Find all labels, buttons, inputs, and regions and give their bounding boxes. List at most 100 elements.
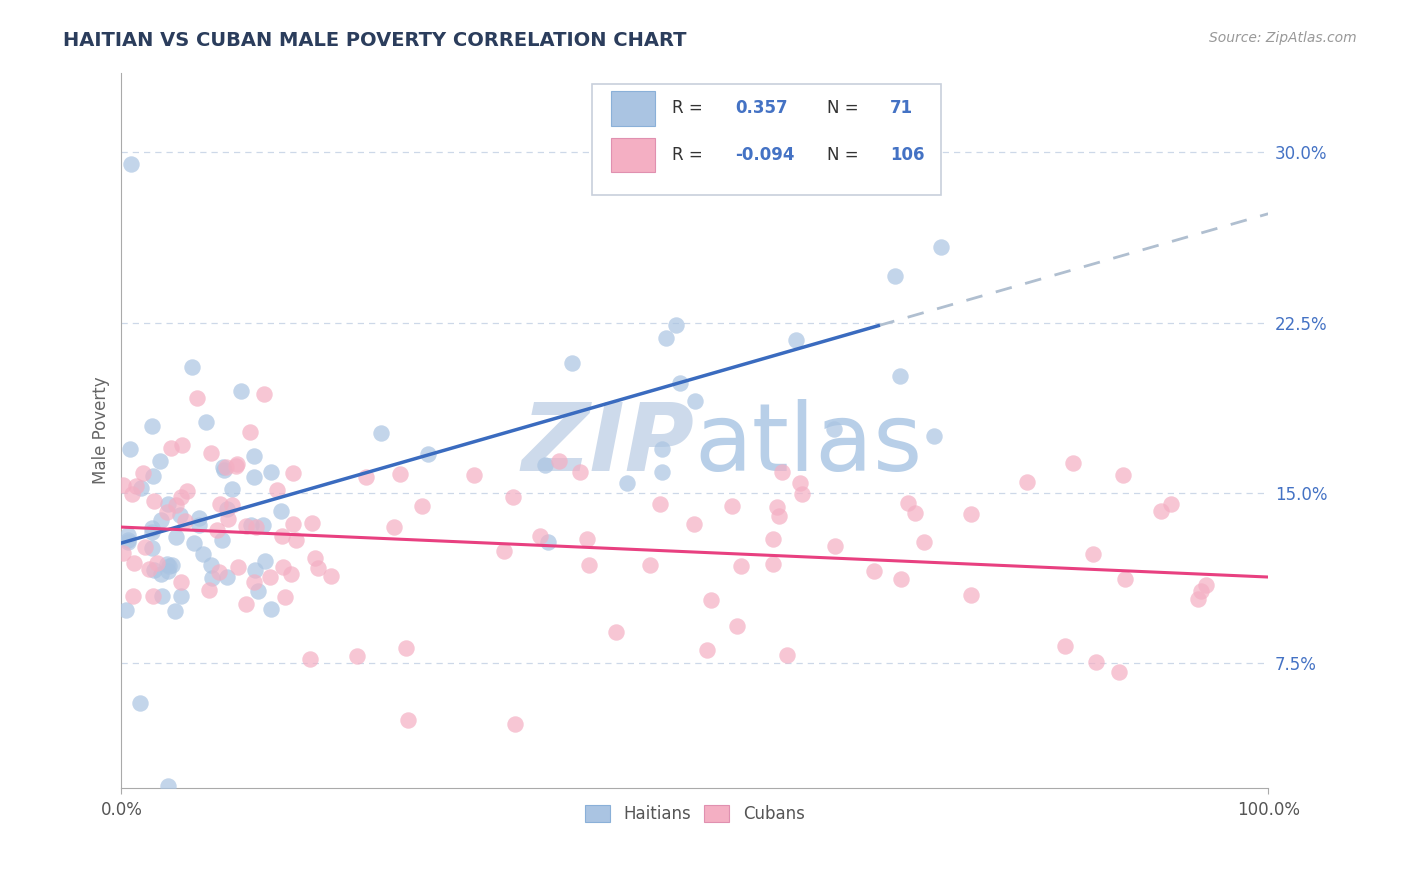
- Point: [217, 570, 239, 584]
- Point: [149, 453, 172, 467]
- Point: [575, 533, 598, 547]
- Point: [824, 540, 846, 554]
- Point: [1195, 578, 1218, 592]
- Point: [149, 566, 172, 581]
- Point: [156, 557, 179, 571]
- Point: [122, 589, 145, 603]
- Point: [388, 467, 411, 481]
- Point: [156, 497, 179, 511]
- Point: [730, 558, 752, 573]
- Point: [699, 593, 721, 607]
- Point: [281, 517, 304, 532]
- Point: [270, 504, 292, 518]
- Point: [118, 442, 141, 456]
- Point: [1015, 475, 1038, 490]
- Point: [253, 554, 276, 568]
- Point: [503, 717, 526, 731]
- Point: [274, 590, 297, 604]
- Point: [616, 476, 638, 491]
- Point: [1114, 572, 1136, 586]
- Point: [651, 442, 673, 457]
- Text: HAITIAN VS CUBAN MALE POVERTY CORRELATION CHART: HAITIAN VS CUBAN MALE POVERTY CORRELATIO…: [63, 31, 686, 50]
- Point: [117, 533, 139, 547]
- Point: [883, 269, 905, 284]
- Point: [212, 460, 235, 475]
- Point: [156, 505, 179, 519]
- Point: [304, 551, 326, 566]
- Point: [149, 513, 172, 527]
- Point: [502, 490, 524, 504]
- Text: R =: R =: [672, 146, 703, 164]
- Point: [578, 558, 600, 573]
- Point: [111, 546, 134, 560]
- Point: [863, 564, 886, 578]
- Point: [160, 558, 183, 572]
- Point: [280, 566, 302, 581]
- Point: [260, 601, 283, 615]
- Text: ZIP: ZIP: [522, 399, 695, 491]
- Point: [141, 521, 163, 535]
- Point: [785, 333, 807, 347]
- Point: [180, 360, 202, 375]
- Point: [370, 425, 392, 440]
- Point: [960, 507, 983, 521]
- Point: [411, 499, 433, 513]
- Point: [159, 442, 181, 456]
- Point: [169, 589, 191, 603]
- Point: [141, 541, 163, 555]
- FancyBboxPatch shape: [592, 84, 942, 194]
- Point: [141, 524, 163, 539]
- Point: [183, 536, 205, 550]
- Point: [648, 497, 671, 511]
- Point: [259, 570, 281, 584]
- Point: [235, 519, 257, 533]
- Point: [1112, 467, 1135, 482]
- Point: [638, 558, 661, 573]
- Text: atlas: atlas: [695, 399, 924, 491]
- Point: [141, 418, 163, 433]
- Point: [243, 575, 266, 590]
- Point: [163, 603, 186, 617]
- Point: [138, 562, 160, 576]
- Point: [776, 648, 799, 662]
- Point: [463, 468, 485, 483]
- Point: [766, 500, 789, 514]
- Point: [683, 516, 706, 531]
- Point: [142, 589, 165, 603]
- Point: [298, 652, 321, 666]
- Text: N =: N =: [827, 100, 858, 118]
- Point: [252, 518, 274, 533]
- Point: [115, 603, 138, 617]
- Point: [395, 640, 418, 655]
- Point: [131, 481, 153, 495]
- Point: [247, 583, 270, 598]
- Point: [889, 369, 911, 384]
- Point: [1084, 655, 1107, 669]
- Point: [165, 498, 187, 512]
- Point: [529, 529, 551, 543]
- Point: [152, 590, 174, 604]
- Point: [665, 318, 688, 332]
- Point: [225, 459, 247, 474]
- Point: [492, 544, 515, 558]
- Point: [266, 483, 288, 497]
- Point: [193, 547, 215, 561]
- Point: [321, 569, 343, 583]
- Bar: [612, 138, 655, 172]
- Point: [1053, 639, 1076, 653]
- Point: [186, 391, 208, 405]
- Point: [669, 376, 692, 391]
- Point: [142, 468, 165, 483]
- Point: [260, 465, 283, 479]
- Point: [823, 422, 845, 436]
- Point: [143, 563, 166, 577]
- Point: [790, 487, 813, 501]
- Point: [194, 415, 217, 429]
- Text: -0.094: -0.094: [735, 146, 794, 164]
- Text: 106: 106: [890, 146, 924, 164]
- Point: [762, 558, 785, 572]
- Point: [157, 558, 180, 573]
- Point: [170, 491, 193, 505]
- Point: [912, 534, 935, 549]
- Point: [176, 484, 198, 499]
